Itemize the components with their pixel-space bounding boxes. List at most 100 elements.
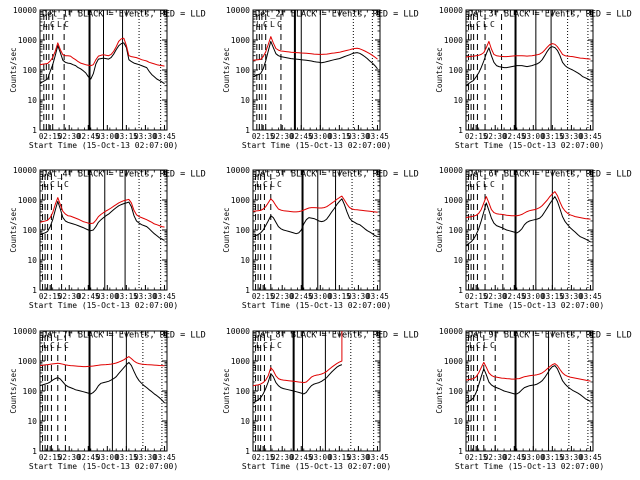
x-tick-label: 02:15 xyxy=(465,453,488,462)
panel-2: Det_2f BLACK = Events, RED = LLDLCLC1101… xyxy=(222,6,419,150)
series-lld-line xyxy=(252,331,343,387)
y-axis-label: Counts/sec xyxy=(222,368,231,413)
y-tick-label: 1 xyxy=(245,447,250,456)
y-tick-label: 100 xyxy=(236,387,251,396)
x-tick-label: 03:00 xyxy=(309,453,332,462)
event-marker-glyph: L xyxy=(256,20,261,29)
y-tick-label: 100 xyxy=(23,66,38,75)
x-tick-label: 02:15 xyxy=(39,132,62,141)
event-marker-glyph: C xyxy=(64,341,69,350)
y-axis-label: Counts/sec xyxy=(222,207,231,252)
y-tick-label: 100 xyxy=(449,387,464,396)
y-tick-label: 1000 xyxy=(18,196,37,205)
y-tick-label: 1000 xyxy=(231,196,250,205)
event-marker-glyph: C xyxy=(277,20,282,29)
y-tick-label: 10000 xyxy=(226,327,250,336)
x-tick-label: 03:45 xyxy=(153,132,176,141)
x-tick-label: 02:45 xyxy=(77,453,100,462)
series-events-line xyxy=(465,196,591,247)
event-marker-glyph: C xyxy=(50,180,55,189)
y-tick-label: 1 xyxy=(245,286,250,295)
x-tick-label: 03:00 xyxy=(309,292,332,301)
series-lld-line xyxy=(39,197,165,228)
x-axis-label: Start Time (15-Oct-13 02:07:00) xyxy=(242,462,391,471)
x-tick-label: 02:30 xyxy=(271,132,294,141)
x-tick-label: 02:45 xyxy=(77,132,100,141)
x-tick-label: 02:45 xyxy=(290,453,313,462)
y-tick-label: 1000 xyxy=(18,36,37,45)
y-axis-label: Counts/sec xyxy=(435,207,444,252)
series-lld-line xyxy=(39,37,165,67)
y-tick-label: 1 xyxy=(245,126,250,135)
y-axis-label: Counts/sec xyxy=(9,368,18,413)
panel-5: Det_5f BLACK = Events, RED = LLDLCLC1101… xyxy=(222,166,419,310)
x-tick-label: 03:00 xyxy=(96,292,119,301)
x-axis-label: Start Time (15-Oct-13 02:07:00) xyxy=(455,301,604,310)
x-tick-label: 03:15 xyxy=(541,292,564,301)
series-lld-line xyxy=(252,195,378,213)
x-tick-label: 02:30 xyxy=(58,292,81,301)
panel-title: Det_7f BLACK = Events, RED = LLD xyxy=(42,331,206,341)
x-tick-label: 03:00 xyxy=(522,453,545,462)
x-tick-label: 03:15 xyxy=(115,453,138,462)
event-marker-glyph: C xyxy=(64,20,69,29)
x-tick-label: 03:45 xyxy=(366,132,389,141)
series-lld-line xyxy=(252,36,378,61)
x-tick-label: 02:30 xyxy=(271,292,294,301)
x-tick-label: 03:00 xyxy=(96,453,119,462)
event-marker-glyph: C xyxy=(490,341,495,350)
x-tick-label: 03:45 xyxy=(579,292,602,301)
event-marker-glyph: L xyxy=(57,341,62,350)
x-tick-label: 02:15 xyxy=(465,292,488,301)
x-tick-label: 03:30 xyxy=(134,292,157,301)
y-axis-label: Counts/sec xyxy=(435,47,444,92)
panel-title: Det_5f BLACK = Events, RED = LLD xyxy=(255,170,419,180)
x-tick-label: 03:00 xyxy=(522,132,545,141)
x-tick-label: 03:45 xyxy=(366,453,389,462)
panel-6: Det_6f BLACK = Events, RED = LLDLCLC1101… xyxy=(435,166,632,310)
x-tick-label: 03:15 xyxy=(115,132,138,141)
x-tick-label: 02:15 xyxy=(465,132,488,141)
series-events-line xyxy=(39,361,165,404)
event-marker-glyph: C xyxy=(490,180,495,189)
y-tick-label: 10000 xyxy=(439,327,463,336)
y-tick-label: 1000 xyxy=(231,36,250,45)
x-tick-label: 02:15 xyxy=(39,453,62,462)
panel-title: Det_2f BLACK = Events, RED = LLD xyxy=(255,10,419,20)
x-tick-label: 03:45 xyxy=(153,453,176,462)
event-marker-glyph: L xyxy=(483,341,488,350)
y-tick-label: 10 xyxy=(240,256,250,265)
y-tick-label: 1000 xyxy=(18,357,37,366)
x-tick-label: 03:45 xyxy=(579,132,602,141)
series-lld-line xyxy=(39,356,165,368)
x-tick-label: 02:45 xyxy=(503,132,526,141)
x-tick-label: 03:30 xyxy=(347,292,370,301)
y-tick-label: 10000 xyxy=(439,6,463,15)
y-tick-label: 10000 xyxy=(13,327,37,336)
series-events-line xyxy=(252,364,343,404)
x-tick-label: 02:15 xyxy=(39,292,62,301)
x-tick-label: 02:30 xyxy=(484,132,507,141)
x-tick-label: 03:30 xyxy=(560,453,583,462)
event-marker-glyph: C xyxy=(476,341,481,350)
y-tick-label: 10 xyxy=(453,256,463,265)
y-tick-label: 10000 xyxy=(439,166,463,175)
y-tick-label: 1000 xyxy=(444,36,463,45)
y-tick-label: 10 xyxy=(27,96,37,105)
event-marker-glyph: L xyxy=(57,180,62,189)
event-marker-glyph: L xyxy=(43,20,48,29)
x-tick-label: 03:00 xyxy=(309,132,332,141)
panel-title: Det_4f BLACK = Events, RED = LLD xyxy=(42,170,206,180)
x-tick-label: 03:30 xyxy=(347,132,370,141)
y-tick-label: 10000 xyxy=(226,6,250,15)
x-tick-label: 02:30 xyxy=(484,292,507,301)
x-tick-label: 03:30 xyxy=(560,132,583,141)
x-tick-label: 03:30 xyxy=(560,292,583,301)
panel-title: Det_9f BLACK = Events, RED = LLD xyxy=(468,331,632,341)
series-lld-line xyxy=(465,361,591,382)
x-axis-label: Start Time (15-Oct-13 02:07:00) xyxy=(29,141,178,150)
event-marker-glyph: C xyxy=(64,180,69,189)
x-tick-label: 02:15 xyxy=(252,453,275,462)
y-tick-label: 10 xyxy=(453,417,463,426)
x-tick-label: 03:00 xyxy=(522,292,545,301)
